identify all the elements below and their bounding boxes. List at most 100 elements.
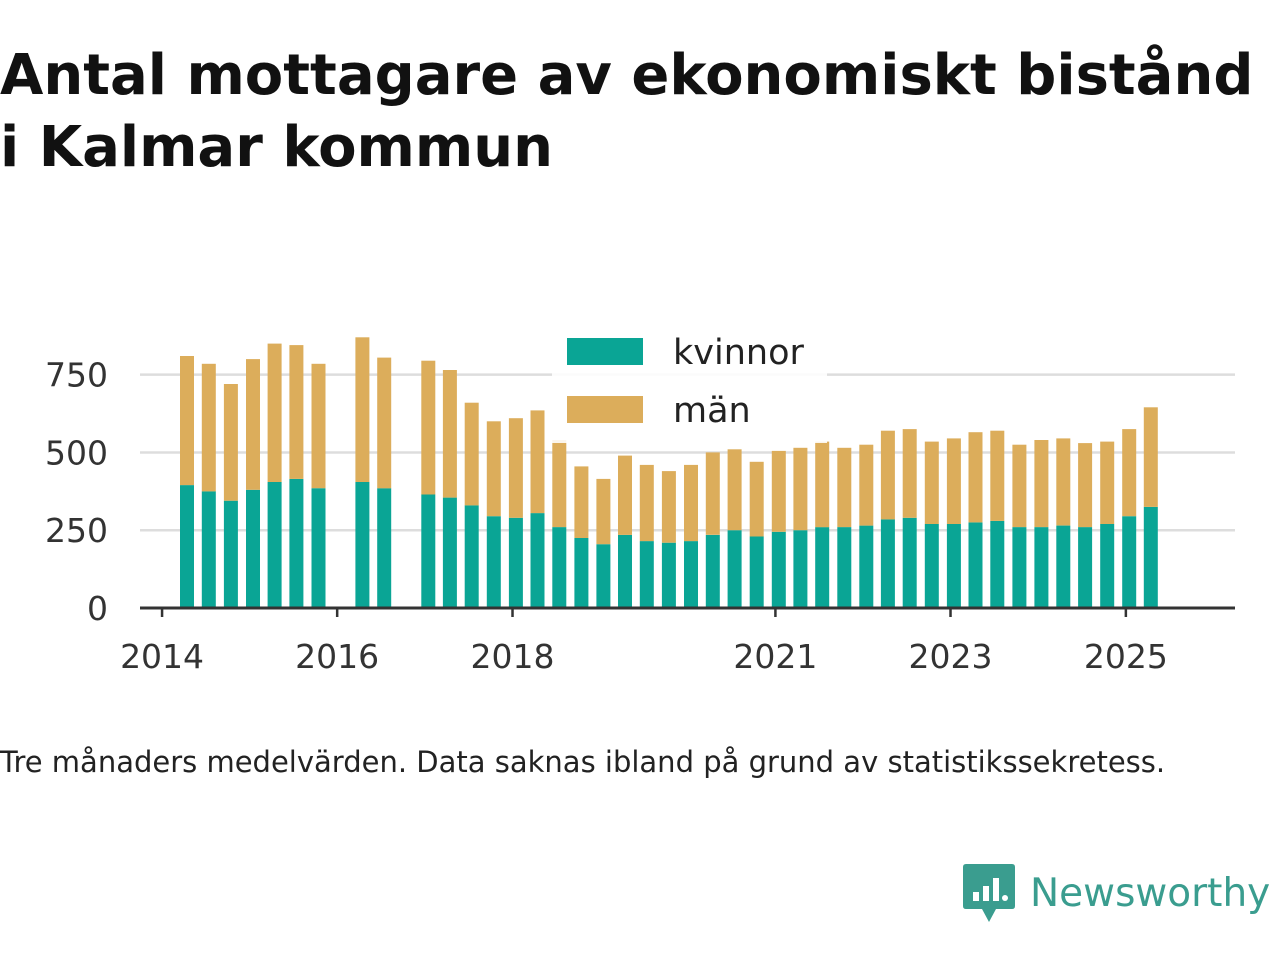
bar-kvinnor-2022-07 — [903, 518, 917, 608]
bar-man-2023-01 — [947, 438, 961, 524]
bar-kvinnor-2016-04 — [355, 482, 369, 608]
chart-title: Antal mottagare av ekonomiskt bistånd i … — [0, 40, 1280, 184]
bar-man-2018-10 — [574, 466, 588, 538]
legend-swatch-man — [567, 396, 643, 423]
x-tick-label: 2018 — [471, 637, 555, 676]
bar-man-2020-10 — [750, 462, 764, 537]
bar-man-2021-10 — [837, 448, 851, 527]
bar-kvinnor-2020-04 — [706, 535, 720, 608]
bar-kvinnor-2014-10 — [224, 501, 238, 608]
bar-kvinnor-2017-10 — [487, 516, 501, 608]
bar-kvinnor-2020-10 — [750, 536, 764, 608]
bar-kvinnor-2015-04 — [268, 482, 282, 608]
bar-man-2017-07 — [465, 403, 479, 506]
bar-kvinnor-2014-07 — [202, 491, 216, 608]
bar-kvinnor-2015-01 — [246, 490, 260, 608]
brand: Newsworthy — [962, 862, 1270, 924]
bar-kvinnor-2019-01 — [596, 544, 610, 608]
x-tick-label: 2025 — [1084, 637, 1168, 676]
legend: kvinnormän — [552, 328, 827, 443]
bar-man-2019-07 — [640, 465, 654, 541]
bar-kvinnor-2024-04 — [1056, 526, 1070, 608]
bar-kvinnor-2021-04 — [793, 530, 807, 608]
bar-man-2015-04 — [268, 344, 282, 482]
bar-man-2022-07 — [903, 429, 917, 518]
bar-kvinnor-2017-04 — [443, 498, 457, 608]
bar-kvinnor-2019-07 — [640, 541, 654, 608]
bar-man-2015-07 — [289, 345, 303, 479]
newsworthy-logo-icon — [962, 862, 1016, 924]
bar-man-2017-04 — [443, 370, 457, 498]
bar-man-2020-04 — [706, 452, 720, 534]
bar-man-2019-04 — [618, 456, 632, 535]
legend-label-man: män — [673, 391, 751, 431]
bar-kvinnor-2020-01 — [684, 541, 698, 608]
bar-man-2023-07 — [990, 431, 1004, 521]
bar-kvinnor-2019-04 — [618, 535, 632, 608]
bar-man-2015-01 — [246, 359, 260, 490]
footnote: Tre månaders medelvärden. Data saknas ib… — [0, 745, 1165, 779]
bar-kvinnor-2018-10 — [574, 538, 588, 608]
brand-name: Newsworthy — [1030, 874, 1270, 913]
bar-man-2024-07 — [1078, 443, 1092, 527]
x-tick-label: 2021 — [733, 637, 817, 676]
bar-kvinnor-2023-01 — [947, 524, 961, 608]
bar-kvinnor-2022-04 — [881, 519, 895, 608]
bar-man-2017-10 — [487, 421, 501, 516]
bar-man-2021-07 — [815, 442, 829, 528]
bar-kvinnor-2025-01 — [1122, 516, 1136, 608]
bar-man-2014-10 — [224, 384, 238, 501]
bar-kvinnor-2015-10 — [312, 488, 326, 608]
bar-kvinnor-2023-07 — [990, 521, 1004, 608]
chart: 0 250 500 750 2014 2016 2018 2021 2023 2025 kvinn… — [0, 300, 1280, 700]
bar-man-2021-04 — [793, 448, 807, 530]
y-tick-label: 0 — [87, 589, 108, 628]
bar-kvinnor-2022-10 — [925, 524, 939, 608]
bar-man-2025-01 — [1122, 429, 1136, 516]
bar-kvinnor-2017-07 — [465, 505, 479, 608]
bar-kvinnor-2020-07 — [728, 530, 742, 608]
bar-man-2025-04 — [1144, 407, 1158, 507]
bar-man-2023-10 — [1012, 445, 1026, 527]
bar-kvinnor-2024-07 — [1078, 527, 1092, 608]
x-tick-label: 2023 — [909, 637, 993, 676]
bar-kvinnor-2022-01 — [859, 526, 873, 608]
bar-kvinnor-2019-10 — [662, 543, 676, 608]
bar-man-2014-07 — [202, 364, 216, 492]
bar-man-2022-04 — [881, 431, 895, 520]
bar-man-2016-04 — [355, 337, 369, 482]
y-tick-label: 750 — [45, 356, 108, 395]
bar-man-2020-01 — [684, 465, 698, 541]
bar-man-2023-04 — [969, 432, 983, 522]
bar-kvinnor-2018-04 — [531, 513, 545, 608]
bar-kvinnor-2015-07 — [289, 479, 303, 608]
bar-kvinnor-2023-10 — [1012, 527, 1026, 608]
legend-swatch-kvinnor — [567, 338, 643, 365]
bar-kvinnor-2018-07 — [552, 527, 566, 608]
bar-man-2022-01 — [859, 445, 873, 526]
y-tick-label: 250 — [45, 511, 108, 550]
bar-kvinnor-2024-01 — [1034, 527, 1048, 608]
y-tick-label: 500 — [45, 433, 108, 472]
bar-man-2017-01 — [421, 361, 435, 495]
bar-man-2021-01 — [772, 451, 786, 532]
bar-kvinnor-2024-10 — [1100, 524, 1114, 608]
bar-man-2024-01 — [1034, 440, 1048, 527]
bar-kvinnor-2016-07 — [377, 488, 391, 608]
x-tick-label: 2014 — [120, 637, 204, 676]
bar-man-2022-10 — [925, 442, 939, 524]
bar-man-2019-01 — [596, 479, 610, 544]
bar-kvinnor-2021-10 — [837, 527, 851, 608]
bar-kvinnor-2025-04 — [1144, 507, 1158, 608]
bar-man-2020-07 — [728, 449, 742, 530]
bar-man-2018-07 — [552, 440, 566, 527]
bar-kvinnor-2021-07 — [815, 527, 829, 608]
bar-man-2018-01 — [509, 418, 523, 518]
bar-man-2015-10 — [312, 364, 326, 488]
bar-kvinnor-2018-01 — [509, 518, 523, 608]
bar-kvinnor-2021-01 — [772, 532, 786, 608]
bar-kvinnor-2014-04 — [180, 485, 194, 608]
bar-man-2014-04 — [180, 356, 194, 485]
bar-man-2016-07 — [377, 358, 391, 489]
bar-man-2019-10 — [662, 471, 676, 543]
